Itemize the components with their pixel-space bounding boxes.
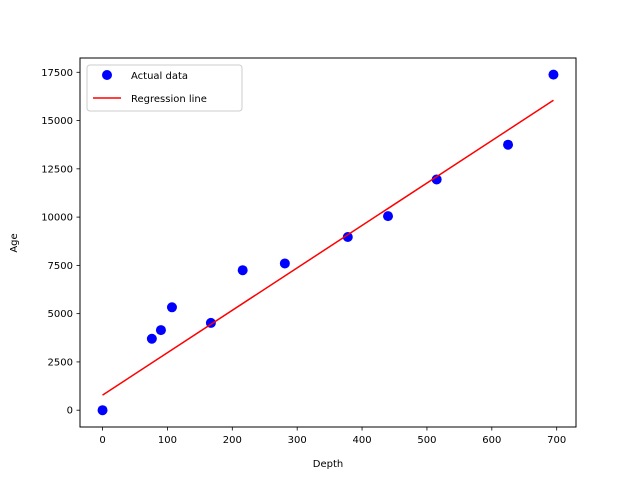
legend: Actual data Regression line <box>86 64 243 112</box>
chart-marks <box>97 69 559 416</box>
y-tick-label: 10000 <box>41 213 73 224</box>
data-point <box>383 211 394 222</box>
y-tick-label: 12500 <box>41 164 73 175</box>
y-tick-label: 0 <box>67 406 73 417</box>
x-tick-label: 300 <box>288 435 307 446</box>
plot-frame <box>79 57 577 428</box>
y-tick-label: 2500 <box>48 357 73 368</box>
y-tick-label: 7500 <box>48 261 73 272</box>
x-tick-label: 100 <box>158 435 177 446</box>
data-point <box>166 302 177 313</box>
data-point <box>146 333 157 344</box>
legend-label-regression-line: Regression line <box>131 94 207 105</box>
y-tick-label: 17500 <box>41 68 73 79</box>
data-point <box>342 231 353 242</box>
x-axis-label: Depth <box>313 459 343 470</box>
x-axis: 0 100 200 300 400 500 600 700 <box>99 427 566 446</box>
plot-background <box>80 58 576 427</box>
x-tick-label: 400 <box>353 435 372 446</box>
regression-line <box>102 99 554 396</box>
data-point <box>155 325 166 336</box>
data-point <box>237 265 248 276</box>
data-point <box>279 258 290 269</box>
y-tick-label: 15000 <box>41 116 73 127</box>
x-tick-label: 0 <box>99 435 105 446</box>
data-point <box>548 69 559 80</box>
legend-frame <box>86 64 243 112</box>
data-point <box>97 405 108 416</box>
y-axis: 0 2500 5000 7500 10000 12500 15000 17500 <box>41 68 80 417</box>
y-axis-label: Age <box>9 233 20 252</box>
legend-label-actual-data: Actual data <box>131 71 188 82</box>
x-tick-label: 500 <box>417 435 436 446</box>
x-tick-label: 600 <box>482 435 501 446</box>
data-point <box>431 174 442 185</box>
x-tick-label: 200 <box>223 435 242 446</box>
legend-marker-actual-data <box>102 70 112 80</box>
y-tick-label: 5000 <box>48 309 73 320</box>
data-point <box>503 139 514 150</box>
x-tick-label: 700 <box>547 435 566 446</box>
